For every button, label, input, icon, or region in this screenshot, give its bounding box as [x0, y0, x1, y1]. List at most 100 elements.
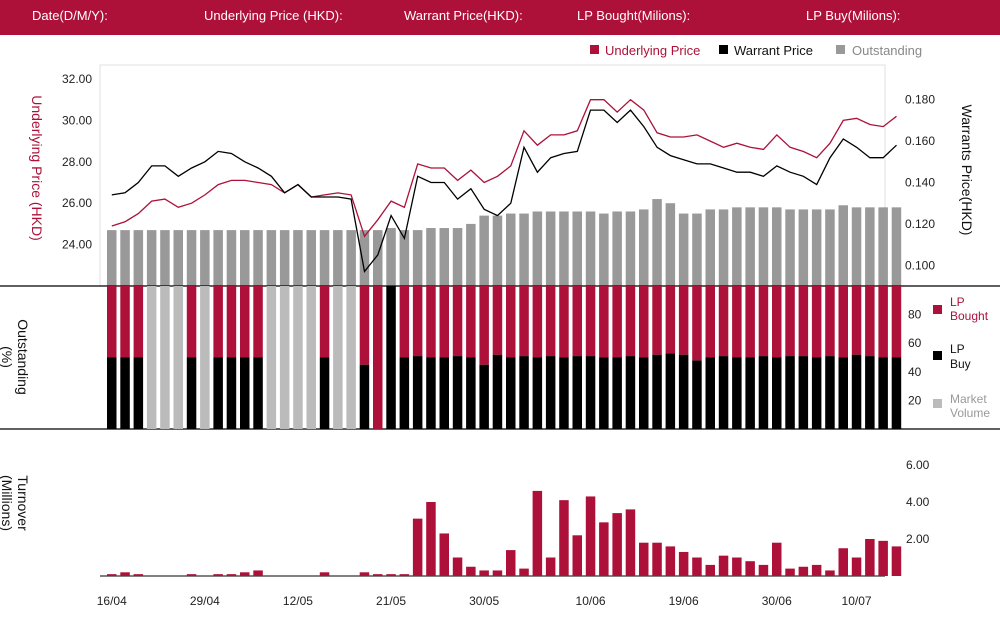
lp-bought-bar [359, 286, 370, 365]
turnover-bar [825, 570, 835, 576]
lp-buy-bar [399, 357, 410, 429]
turnover-bar [492, 570, 503, 576]
turnover-bar [572, 535, 582, 576]
lp-buy-bar [652, 354, 662, 429]
x-axis-tick: 10/06 [576, 594, 606, 608]
outstanding-bar [785, 209, 795, 286]
legend-underlying-label: Underlying Price [605, 43, 700, 58]
turnover-bar [253, 570, 263, 576]
lp-buy-bar [532, 357, 543, 429]
lp-bought-bar [492, 286, 503, 355]
lp-bought-bar [479, 286, 489, 365]
legend-warrant-swatch [719, 45, 728, 54]
x-axis-tick: 12/05 [283, 594, 313, 608]
outstanding-bar [825, 209, 835, 286]
lp-buy-bar [226, 357, 237, 429]
outstanding-bar [639, 209, 649, 286]
legend-lp-buy-label-2: Buy [950, 357, 971, 371]
turnover-bar [758, 564, 769, 576]
turnover-bar [519, 568, 529, 576]
lp-bought-bar [412, 286, 423, 357]
lp-buy-bar [891, 357, 902, 429]
lp-buy-bar [811, 357, 822, 429]
turnover-bar [625, 509, 636, 576]
bottom-axis-title-1: Turnover [15, 475, 31, 531]
outstanding-bar [718, 209, 729, 286]
turnover-bar [426, 502, 436, 576]
x-axis-tick: 30/05 [469, 594, 499, 608]
outstanding-bar [705, 209, 715, 286]
lp-buy-bar [439, 357, 449, 429]
turnover-bar [386, 574, 396, 576]
turnover-bar [412, 518, 423, 576]
lp-bought-bar [559, 286, 569, 358]
outstanding-bar [146, 230, 157, 286]
outstanding-bar [612, 211, 622, 286]
lp-bought-bar [825, 286, 835, 357]
lp-buy-bar [213, 357, 223, 429]
lp-buy-bar [865, 356, 875, 429]
x-axis-tick: 29/04 [190, 594, 220, 608]
lp-buy-bar [319, 357, 330, 429]
legend-lp-buy-label-1: LP [950, 342, 965, 356]
lp-buy-bar [133, 357, 144, 429]
x-axis-tick: 16/04 [97, 594, 127, 608]
lp-buy-bar [665, 353, 676, 429]
outstanding-bar [665, 203, 676, 286]
turnover-bar [878, 540, 888, 576]
lp-bought-bar [120, 286, 130, 358]
legend-lp-buy-swatch [933, 351, 942, 360]
middle-axis-tick: 20 [908, 393, 922, 407]
outstanding-bar [319, 230, 330, 286]
turnover-bar [240, 572, 250, 576]
lp-bought-bar [373, 286, 383, 429]
outstanding-bar [891, 207, 902, 286]
lp-buy-bar [107, 357, 117, 429]
lp-bought-bar [466, 286, 476, 358]
lp-buy-bar [492, 354, 503, 429]
lp-bought-bar [585, 286, 596, 357]
lp-buy-bar [732, 357, 742, 429]
middle-axis-tick: 60 [908, 336, 922, 350]
lp-buy-label: LP Buy(Milions): [806, 8, 901, 23]
lp-buy-bar [466, 357, 476, 429]
lp-bought-bar [811, 286, 822, 358]
lp-buy-bar [772, 357, 782, 429]
outstanding-bar [386, 228, 396, 286]
turnover-bar [532, 490, 543, 576]
turnover-bar [745, 561, 755, 576]
lp-bought-bar [851, 286, 862, 355]
date-label: Date(D/M/Y): [32, 8, 108, 23]
outstanding-bar [506, 213, 516, 286]
x-axis-tick: 21/05 [376, 594, 406, 608]
lp-bought-bar [838, 286, 848, 358]
turnover-bar [639, 542, 649, 576]
x-axis-tick: 30/06 [762, 594, 792, 608]
turnover-bar [439, 533, 449, 576]
turnover-bar [399, 574, 410, 576]
legend-outstanding-swatch [836, 45, 845, 54]
lp-buy-bar [878, 357, 888, 429]
lp-buy-bar [692, 360, 702, 429]
outstanding-bar [479, 215, 489, 286]
turnover-bar [811, 564, 822, 576]
lp-bought-bar [798, 286, 809, 357]
turnover-bar [107, 574, 117, 576]
outstanding-bar [200, 230, 210, 286]
outstanding-bar [652, 199, 662, 286]
outstanding-bar [226, 230, 237, 286]
lp-bought-bar [758, 286, 769, 357]
outstanding-bar [452, 228, 463, 286]
market-volume-bar [266, 286, 277, 429]
left-axis-tick: 28.00 [62, 155, 92, 169]
outstanding-bar [492, 215, 503, 286]
right-axis-tick: 0.160 [905, 134, 935, 148]
underlying-price-line [111, 98, 897, 238]
lp-buy-bar [785, 356, 795, 429]
market-volume-bar [146, 286, 157, 429]
underlying-price-label: Underlying Price (HKD): [204, 8, 343, 23]
turnover-bar [865, 539, 875, 576]
legend-outstanding-label: Outstanding [852, 43, 922, 58]
turnover-bar [785, 568, 795, 576]
